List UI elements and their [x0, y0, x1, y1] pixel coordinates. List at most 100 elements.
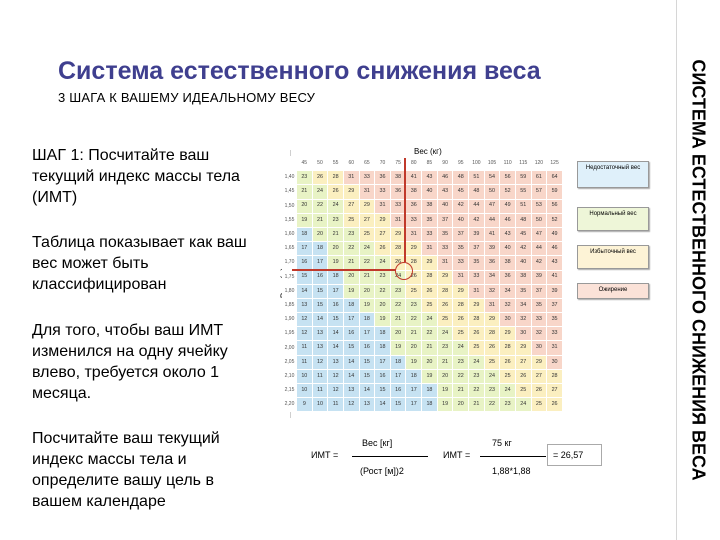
bmi-cell: 23 [468, 368, 485, 385]
bmi-cell: 27 [358, 212, 376, 228]
bmi-cell: 20 [452, 397, 470, 413]
paragraph-table-info: Таблица показывает как ваш вес может быт… [32, 234, 247, 293]
bmi-cell: 25 [468, 340, 485, 356]
bmi-cell: 61 [530, 170, 548, 186]
bmi-table: 45 50 55 60 65 70 75 80 85 90 95 100 105 110 115 120 125… [282, 155, 563, 413]
legend-obese: Ожирение [577, 283, 649, 299]
bmi-cell: 11 [311, 382, 329, 399]
legend-normal: Нормальный вес [577, 207, 649, 231]
weight-header: 55 [327, 155, 344, 172]
bmi-cell: 26 [436, 297, 454, 314]
bmi-cell: 24 [499, 382, 516, 399]
table-row: 2,15 10 11 12 13 14 15 16 17 18 19 21 22 23 24 25 26 27 [282, 382, 563, 399]
height-label: 1,40 [282, 170, 297, 186]
bmi-cell: 48 [452, 170, 470, 186]
bmi-cell: 20 [311, 226, 329, 243]
table-row: 1,60 18 20 21 23 25 27 29 31 33 35 37 39 41 43 45 47 49 [282, 226, 563, 243]
bmi-cell: 16 [296, 255, 313, 271]
bmi-cell: 46 [546, 241, 563, 257]
bmi-cell: 25 [342, 212, 360, 228]
bmi-cell: 19 [358, 297, 376, 314]
bmi-cell: 25 [452, 326, 470, 342]
bmi-cell: 17 [311, 255, 329, 271]
bmi-cell: 50 [483, 184, 501, 200]
bmi-cell: 19 [327, 255, 344, 271]
bmi-cell: 26 [452, 312, 470, 328]
bmi-cell: 52 [499, 184, 516, 200]
height-label: 1,50 [282, 198, 297, 214]
paragraph-month-info: Для того, чтобы ваш ИМТ изменился на одн… [32, 322, 228, 402]
bmi-cell: 18 [327, 269, 344, 285]
bmi-cell: 11 [296, 354, 313, 370]
height-label: 2,10 [282, 368, 297, 385]
bmi-cell: 18 [374, 326, 391, 342]
table-row: 1,70 16 17 19 21 22 24 26 28 29 31 33 35 36 38 40 42 43 [282, 255, 563, 271]
bmi-cell: 31 [421, 241, 438, 257]
bmi-cell: 42 [452, 198, 470, 214]
bmi-cell: 21 [311, 212, 329, 228]
weight-header: 120 [530, 155, 548, 172]
bmi-cell: 17 [374, 354, 391, 370]
bmi-cell: 15 [311, 283, 329, 299]
bmi-cell: 14 [327, 340, 344, 356]
bmi-cell: 42 [514, 241, 532, 257]
bmi-cell: 42 [468, 212, 485, 228]
bmi-cell: 17 [389, 368, 407, 385]
bmi-cell: 44 [468, 198, 485, 214]
bmi-cell: 32 [530, 326, 548, 342]
bmi-cell: 26 [468, 326, 485, 342]
bmi-cell: 32 [483, 283, 501, 299]
bmi-cell: 23 [499, 397, 516, 413]
bmi-cell: 27 [342, 198, 360, 214]
height-label: 2,20 [282, 397, 297, 413]
bmi-cell: 26 [374, 241, 391, 257]
bmi-cell: 31 [358, 184, 376, 200]
bmi-cell: 51 [514, 198, 532, 214]
bmi-cell: 26 [421, 283, 438, 299]
bmi-cell: 15 [311, 297, 329, 314]
bmi-cell: 33 [436, 241, 454, 257]
bmi-cell: 31 [452, 269, 470, 285]
bmi-cell: 25 [405, 283, 423, 299]
bmi-cell: 21 [342, 255, 360, 271]
bmi-cell: 18 [342, 297, 360, 314]
bmi-cell: 19 [421, 368, 438, 385]
bmi-cell: 28 [421, 269, 438, 285]
bmi-cell: 20 [374, 297, 391, 314]
bmi-cell: 25 [421, 297, 438, 314]
bmi-cell: 57 [530, 184, 548, 200]
bmi-cell: 35 [421, 212, 438, 228]
formula-numerator: Вес [кг] [362, 438, 393, 448]
bmi-cell: 39 [530, 269, 548, 285]
bmi-cell: 28 [389, 241, 407, 257]
bmi-cell: 20 [405, 340, 423, 356]
bmi-cell: 31 [546, 340, 563, 356]
bmi-cell: 20 [296, 198, 313, 214]
bmi-cell: 20 [358, 283, 376, 299]
weight-header: 100 [468, 155, 485, 172]
bmi-cell: 35 [530, 297, 548, 314]
bmi-cell: 30 [530, 340, 548, 356]
bmi-cell: 35 [546, 312, 563, 328]
bmi-cell: 18 [405, 368, 423, 385]
bmi-cell: 24 [452, 340, 470, 356]
bmi-cell: 18 [389, 354, 407, 370]
height-label: 1,95 [282, 326, 297, 342]
bmi-cell: 21 [421, 340, 438, 356]
bmi-cell: 29 [405, 241, 423, 257]
bmi-cell: 43 [546, 255, 563, 271]
weight-header: 75 [389, 155, 407, 172]
table-row: 1,80 14 15 17 19 20 22 23 25 26 28 29 31 32 34 35 37 39 [282, 283, 563, 299]
table-row: 1,75 15 16 18 20 21 23 24 26 28 29 31 33 34 36 38 39 41 [282, 269, 563, 285]
bmi-cell: 33 [421, 226, 438, 243]
bmi-cell: 15 [327, 312, 344, 328]
bmi-cell: 13 [311, 326, 329, 342]
bmi-cell: 28 [436, 283, 454, 299]
bmi-cell: 35 [452, 241, 470, 257]
bmi-cell: 40 [514, 255, 532, 271]
bmi-cell: 23 [436, 340, 454, 356]
bmi-cell: 51 [468, 170, 485, 186]
height-label: 2,05 [282, 354, 297, 370]
bmi-cell: 23 [452, 354, 470, 370]
bmi-cell: 47 [530, 226, 548, 243]
